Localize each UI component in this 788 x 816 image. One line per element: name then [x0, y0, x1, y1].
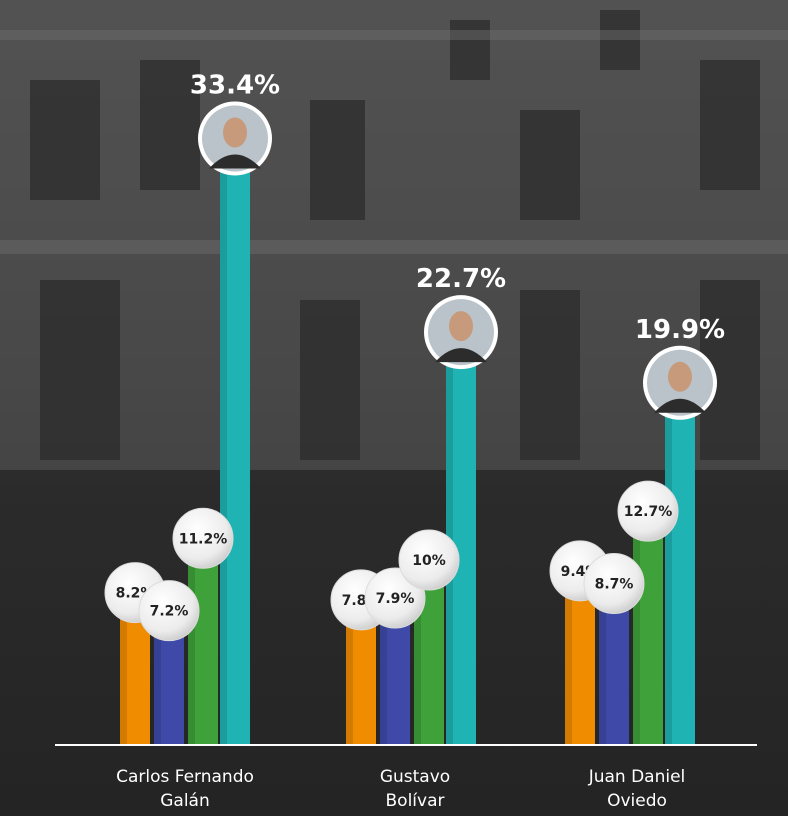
value-bubble-s2-c1 [398, 529, 460, 591]
candidate-photo-1 [424, 295, 498, 370]
value-label-s2-c0: 11.2% [179, 531, 228, 547]
category-label-galan-line1: Carlos Fernando [116, 767, 254, 787]
value-label-s1-c1: 7.9% [376, 591, 415, 607]
category-label-oviedo-line2: Oviedo [607, 791, 667, 811]
bar-s3-c2 [665, 384, 695, 745]
candidate-photo-2 [643, 345, 717, 420]
bar-shade-s1-c1 [380, 602, 387, 745]
category-label-bolivar-line1: Gustavo [379, 767, 451, 787]
bar-shade-s3-c0 [220, 140, 227, 745]
value-label-s3-c0: 33.4% [190, 70, 280, 100]
value-label-s3-c2: 19.9% [635, 315, 725, 345]
category-label-galan-line2: Galán [160, 791, 210, 811]
category-label-oviedo-line1: Juan Daniel [588, 767, 686, 787]
bar-shade-s3-c2 [665, 384, 672, 745]
category-label-bolivar: Gustavo Bolívar [305, 765, 525, 813]
bar-shade-s0-c1 [346, 603, 353, 745]
value-label-s2-c2: 12.7% [624, 504, 673, 520]
bar-shade-s1-c2 [599, 587, 606, 745]
category-label-oviedo: Juan Daniel Oviedo [527, 765, 747, 813]
category-label-bolivar-line2: Bolívar [385, 791, 445, 811]
value-bubble-s2-c2 [617, 480, 679, 542]
bar-s0-c2 [565, 574, 595, 745]
bar-shade-s2-c2 [633, 515, 640, 745]
value-bubble-s1-c2 [583, 553, 645, 615]
value-label-s1-c0: 7.2% [150, 604, 189, 620]
bar-shade-s2-c1 [414, 564, 421, 745]
bar-shade-s1-c0 [154, 614, 161, 745]
bar-shade-s0-c0 [120, 596, 127, 745]
candidate-photo-0 [198, 101, 272, 176]
bar-s3-c0 [220, 140, 250, 745]
bar-shade-s0-c2 [565, 574, 572, 745]
bar-s2-c2 [633, 515, 663, 745]
category-label-galan: Carlos Fernando Galán [75, 765, 295, 813]
value-label-s3-c1: 22.7% [416, 264, 506, 294]
value-bubble-s1-c0 [138, 580, 200, 642]
value-label-s1-c2: 8.7% [595, 577, 634, 593]
bar-shade-s2-c0 [188, 542, 195, 745]
value-bubble-s2-c0 [172, 507, 234, 569]
value-label-s2-c1: 10% [412, 553, 446, 569]
bar-s2-c0 [188, 542, 218, 745]
